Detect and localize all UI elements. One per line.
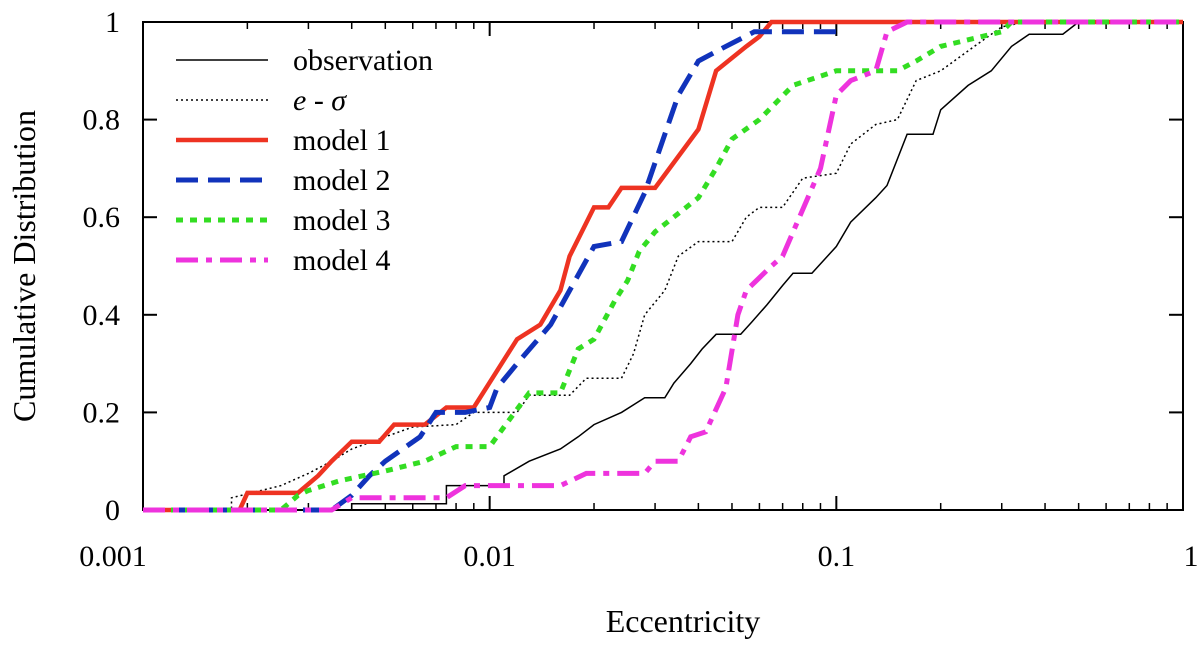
x-tick-label: 0.001 [79,540,147,573]
y-tick-label: 0.4 [83,299,121,332]
legend-label: model 4 [293,244,391,277]
series-line-model-2 [143,29,837,513]
series-line-model-3 [143,19,1183,513]
legend-label: model 2 [293,164,391,197]
y-axis-title: Cumulative Distribution [6,110,42,422]
legend-label: model 1 [293,124,391,157]
x-axis-ticks: 0.001 0.01 0.1 1 [79,22,1199,573]
x-axis-title: Eccentricity [606,603,761,639]
x-tick-label: 0.1 [818,540,856,573]
series-line-model-1 [143,19,1183,513]
y-axis-ticks: 0 0.2 0.4 0.6 0.8 1 [83,6,1183,527]
y-tick-label: 0 [105,494,120,527]
legend: observation e - σ model 1 model 2 model 3 mod… [176,44,433,277]
legend-label: model 3 [293,204,391,237]
series-line-model-4 [143,19,1183,513]
series-layer [143,19,1183,513]
y-tick-label: 0.8 [83,104,121,137]
legend-label: observation [293,44,433,77]
legend-label: e - σ [293,84,347,117]
plot-frame [142,21,1184,511]
y-tick-label: 0.6 [83,201,121,234]
series-line-e-sigma [143,21,1183,511]
x-tick-label: 0.01 [463,540,516,573]
series-line-observation [143,21,1183,511]
y-tick-label: 0.2 [83,396,121,429]
x-tick-label: 1 [1184,540,1199,573]
y-tick-label: 1 [105,6,120,39]
